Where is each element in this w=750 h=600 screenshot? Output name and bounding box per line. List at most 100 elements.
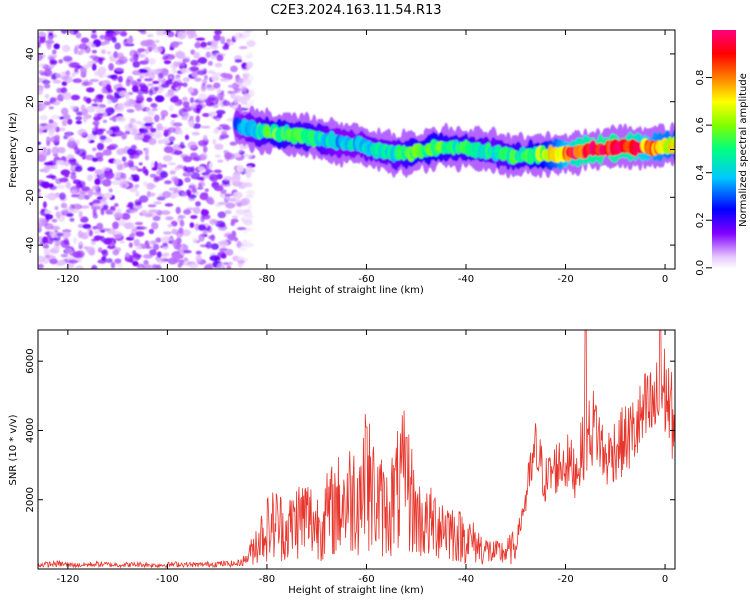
noise-blob xyxy=(44,39,55,44)
noise-blob xyxy=(101,250,107,255)
chart-title: C2E3.2024.163.11.54.R13 xyxy=(270,3,441,18)
noise-blob xyxy=(198,93,208,102)
noise-blob xyxy=(178,233,183,238)
noise-blob xyxy=(129,222,135,229)
noise-blob xyxy=(189,66,199,72)
noise-blob xyxy=(165,216,174,221)
noise-blob xyxy=(96,222,104,231)
noise-blob xyxy=(143,254,153,259)
noise-blob xyxy=(200,192,209,197)
noise-blob xyxy=(135,134,144,140)
noise-blob xyxy=(151,222,159,230)
noise-blob xyxy=(52,79,62,84)
noise-blob xyxy=(188,194,197,199)
noise-blob xyxy=(138,128,149,134)
noise-blob xyxy=(179,219,185,227)
noise-blob xyxy=(124,100,132,107)
noise-blob xyxy=(234,256,245,262)
noise-blob xyxy=(89,78,100,83)
noise-blob xyxy=(152,243,160,251)
noise-blob xyxy=(39,114,48,121)
noise-blob xyxy=(216,262,226,269)
noise-blob xyxy=(245,194,254,199)
noise-blob xyxy=(162,191,171,199)
noise-blob xyxy=(41,79,51,85)
noise-blob xyxy=(240,199,248,207)
snr-y-label: SNR (10 * v/v) xyxy=(8,414,19,485)
noise-blob xyxy=(41,256,50,264)
noise-blob xyxy=(91,98,102,102)
noise-blob xyxy=(163,129,169,138)
noise-blob xyxy=(130,144,137,150)
noise-blob xyxy=(182,77,191,83)
noise-blob xyxy=(130,209,138,214)
noise-blob xyxy=(173,150,183,156)
noise-blob xyxy=(111,37,117,43)
noise-blob xyxy=(147,83,154,87)
noise-blob xyxy=(104,171,115,180)
noise-blob xyxy=(241,182,251,187)
noise-blob xyxy=(245,168,256,173)
noise-blob xyxy=(178,129,184,136)
noise-blob xyxy=(192,206,201,215)
noise-blob xyxy=(129,233,136,238)
noise-blob xyxy=(58,59,64,64)
noise-blob xyxy=(173,177,179,186)
noise-blob xyxy=(80,37,90,44)
noise-blob xyxy=(160,83,170,88)
noise-blob xyxy=(167,257,178,265)
noise-blob xyxy=(200,84,207,92)
noise-blob xyxy=(70,189,77,195)
noise-blob xyxy=(105,83,112,92)
noise-blob xyxy=(88,248,96,256)
noise-blob xyxy=(204,75,208,80)
colorbar-tick-label: 0.8 xyxy=(695,70,706,86)
noise-blob xyxy=(53,43,60,50)
signal-ridge xyxy=(232,103,675,179)
noise-blob xyxy=(51,115,61,120)
noise-blob xyxy=(112,127,120,133)
noise-blob xyxy=(78,49,85,55)
noise-blob xyxy=(102,149,112,156)
noise-blob xyxy=(56,73,61,78)
noise-blob xyxy=(209,218,218,225)
noise-blob xyxy=(214,96,219,105)
noise-blob xyxy=(114,171,121,178)
noise-blob xyxy=(96,142,105,151)
noise-blob xyxy=(134,221,144,226)
noise-blob xyxy=(194,77,202,82)
noise-blob xyxy=(38,31,47,37)
noise-blob xyxy=(47,239,54,245)
noise-blob xyxy=(220,189,227,195)
noise-blob xyxy=(69,217,75,222)
noise-blob xyxy=(191,131,200,136)
noise-blob xyxy=(68,259,79,264)
noise-blob xyxy=(96,157,104,162)
colorbar-gradient xyxy=(712,30,736,269)
noise-blob xyxy=(177,31,187,40)
noise-blob xyxy=(212,104,219,109)
noise-blob xyxy=(154,86,159,92)
noise-blob xyxy=(144,89,149,95)
noise-blob xyxy=(166,91,176,97)
noise-blob xyxy=(168,75,173,80)
noise-blob xyxy=(191,188,197,194)
noise-blob xyxy=(137,168,143,172)
noise-blob xyxy=(226,153,235,160)
noise-blob xyxy=(224,193,232,197)
noise-blob xyxy=(218,124,229,128)
noise-blob xyxy=(211,72,222,77)
noise-blob xyxy=(227,233,234,240)
noise-blob xyxy=(180,245,189,251)
noise-blob xyxy=(182,82,188,88)
noise-blob xyxy=(65,248,73,254)
noise-blob xyxy=(62,44,71,53)
noise-blob xyxy=(217,211,227,219)
noise-blob xyxy=(155,264,162,269)
noise-blob xyxy=(226,265,232,269)
noise-blob xyxy=(86,134,91,142)
noise-blob xyxy=(205,263,214,269)
noise-blob xyxy=(188,120,195,128)
noise-blob xyxy=(173,122,183,127)
